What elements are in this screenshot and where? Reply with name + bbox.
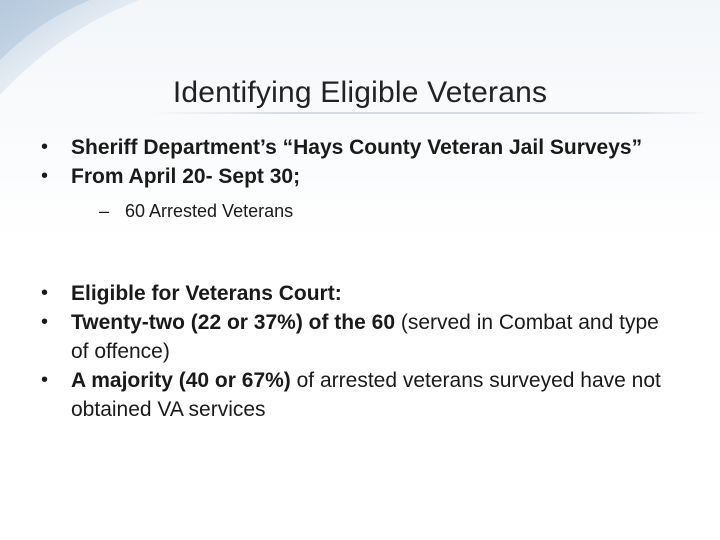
- sub-bullet-dash: –: [99, 201, 110, 221]
- bullet-dot: •: [41, 136, 49, 158]
- bullet-dot: •: [41, 282, 49, 304]
- bullet-text: of arrested veterans surveyed have not o…: [71, 369, 661, 421]
- bullet-item: • A majority (40 or 67%) of arrested vet…: [40, 366, 680, 424]
- bullet-item: • Sheriff Department’s “Hays County Veter…: [40, 133, 680, 162]
- bullet-item: • Eligible for Veterans Court:: [40, 279, 680, 308]
- bullet-dot: •: [41, 311, 49, 333]
- bullet-text: (served in Combat and type of offence): [71, 311, 659, 363]
- bullet-text-bold: Sheriff Department’s “Hays County Vetera…: [71, 136, 643, 159]
- bullet-dot: •: [41, 369, 49, 391]
- bullet-text-bold: Twenty-two (22 or 37%) of the 60: [71, 311, 395, 334]
- bullet-item: • Twenty-two (22 or 37%) of the 60 (serve…: [40, 308, 680, 366]
- slide-body: • Sheriff Department’s “Hays County Veter…: [40, 133, 680, 424]
- bullet-text-bold: From April 20- Sept 30;: [71, 165, 301, 188]
- corner-decoration: [0, 0, 140, 95]
- sub-bullet-text: 60 Arrested Veterans: [125, 201, 294, 221]
- bullet-item: • From April 20- Sept 30;: [40, 162, 680, 191]
- spacer: [40, 241, 680, 279]
- bullet-text-bold: A majority (40 or 67%): [71, 369, 291, 392]
- title-divider: [150, 112, 710, 114]
- slide-title: Identifying Eligible Veterans: [172, 76, 548, 109]
- bullet-dot: •: [41, 165, 49, 187]
- sub-bullet-item: –60 Arrested Veterans: [40, 199, 680, 223]
- bullet-text-bold: Eligible for Veterans Court:: [71, 282, 342, 305]
